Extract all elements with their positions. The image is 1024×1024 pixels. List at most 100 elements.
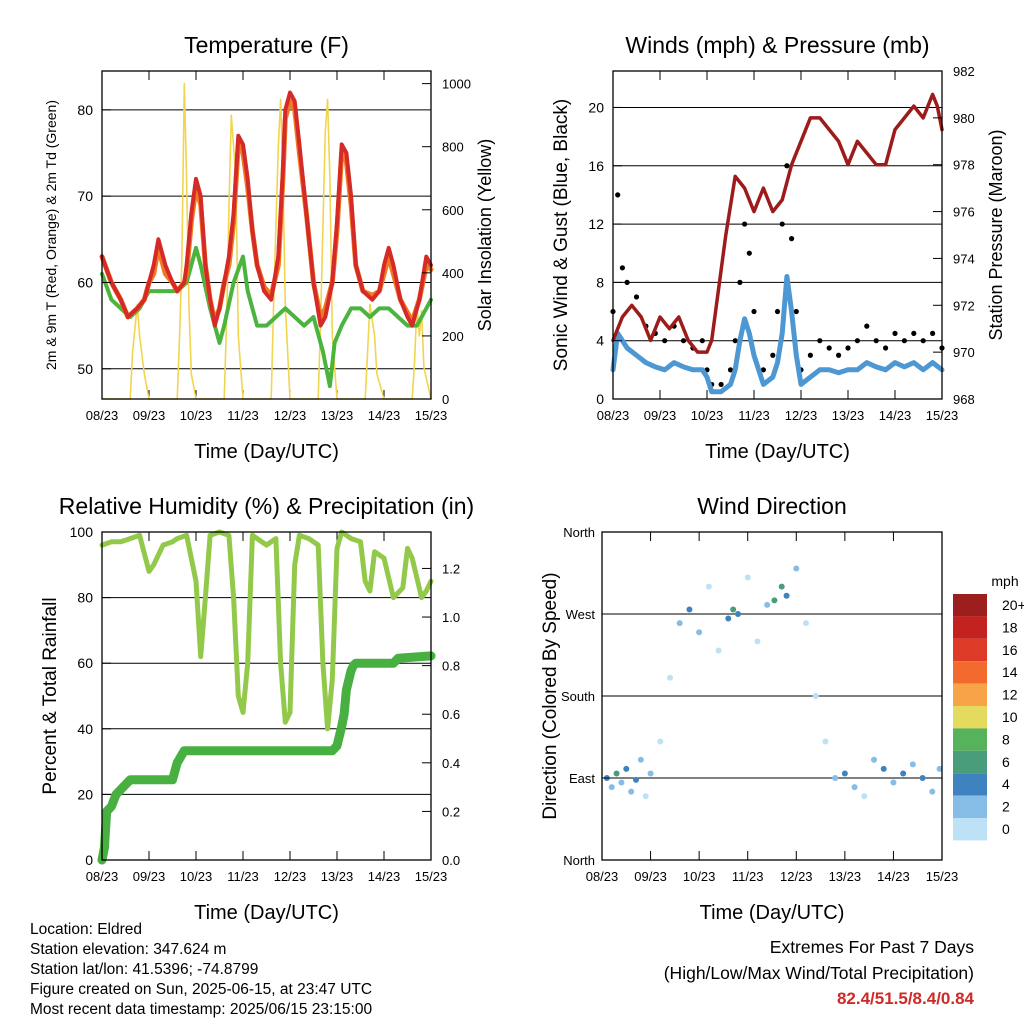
y-tick-label: 20: [77, 786, 93, 802]
x-tick-label: 10/23: [180, 408, 213, 423]
x-tick-label: 14/23: [877, 869, 910, 884]
x-tick-label: 09/23: [133, 408, 166, 423]
x-tick-label: 08/23: [86, 408, 119, 423]
y-tick-label: 80: [77, 102, 93, 118]
x-tick-label: 11/23: [738, 408, 770, 423]
wind-direction-point: [647, 770, 654, 777]
recent-data-text: Most recent data timestamp: 2025/06/15 2…: [30, 1001, 373, 1018]
colorbar-swatch: [953, 750, 987, 774]
gust-point: [883, 345, 889, 351]
direction-tick-label: West: [566, 607, 596, 622]
x-tick-label: 08/23: [586, 869, 619, 884]
gust-point: [901, 338, 908, 344]
plot-frame: [612, 70, 943, 400]
gust-point: [746, 250, 752, 256]
gust-point: [854, 338, 861, 344]
x-tick-label: 10/23: [691, 408, 724, 423]
x-tick-label: 08/23: [597, 408, 630, 423]
wind-direction-point: [696, 629, 703, 636]
y-axis-right-label: Solar Insolation (Yellow): [475, 139, 495, 331]
gust-point: [873, 338, 879, 344]
wind-direction-point: [832, 775, 839, 781]
y-tick-label: 8: [596, 274, 604, 290]
gust-point: [624, 279, 630, 285]
wind-direction-point: [657, 738, 664, 745]
wind-direction-point: [909, 761, 916, 768]
x-tick-label: 12/23: [274, 869, 307, 884]
wind-direction-panel: Wind Direction Time (Day/UTC) Direction (C…: [540, 493, 1024, 924]
y-right-tick-label: 978: [953, 158, 975, 173]
y-right-tick-label: 0.2: [442, 804, 460, 819]
gust-point: [615, 192, 621, 198]
colorbar-swatch: [953, 706, 987, 729]
x-tick-label: 13/23: [832, 408, 865, 423]
x-tick-label: 14/23: [368, 408, 401, 423]
latlon-text: Station lat/lon: 41.5396; -74.8799: [30, 961, 259, 978]
x-tick-label: 15/23: [415, 869, 448, 884]
wind-direction-point: [812, 693, 819, 699]
x-tick-label: 09/23: [644, 408, 677, 423]
gust-point: [727, 367, 734, 373]
y-right-tick-label: 800: [442, 140, 464, 155]
temperature-panel: Temperature (F) Time (Day/UTC) 2m & 9m T (…: [43, 32, 495, 463]
x-axis-label: Time (Day/UTC): [700, 902, 845, 924]
plot-frame: [601, 531, 943, 861]
gust-point: [718, 381, 724, 388]
x-tick-label: 11/23: [227, 869, 259, 884]
y-right-tick-label: 972: [953, 298, 975, 313]
y-right-tick-label: 200: [442, 329, 464, 344]
x-tick-label: 08/23: [86, 869, 119, 884]
extremes-subheading: (High/Low/Max Wind/Total Precipitation): [663, 963, 974, 983]
wind-direction-point: [841, 770, 848, 777]
wind-direction-point: [803, 620, 809, 627]
colorbar-label: 14: [1002, 664, 1018, 680]
direction-tick-label: North: [563, 525, 595, 540]
gust-point: [760, 367, 767, 373]
wind-direction-point: [822, 738, 829, 745]
extremes-summary: Extremes For Past 7 Days (High/Low/Max W…: [664, 934, 974, 1012]
extremes-values: 82.4/51.5/8.4/0.84: [836, 989, 974, 1008]
wind-direction-point: [686, 606, 693, 613]
gust-point: [817, 338, 823, 344]
colorbar-swatch: [953, 773, 987, 796]
wind-direction-point: [793, 565, 800, 572]
x-tick-label: 10/23: [683, 869, 716, 884]
winds-pressure-panel: Winds (mph) & Pressure (mb) Time (Day/UTC…: [551, 32, 1006, 463]
y-right-tick-label: 0.4: [442, 756, 460, 771]
gust-point: [845, 345, 851, 351]
wind-direction-point: [613, 770, 620, 777]
location-text: Location: Eldred: [30, 921, 143, 938]
gust-point: [826, 345, 832, 351]
wind-direction-point: [900, 770, 907, 777]
colorbar-label: 0: [1002, 821, 1010, 837]
humidity-precipitation-panel: Relative Humidity (%) & Precipitation (i…: [40, 493, 474, 924]
gust-point: [732, 338, 738, 344]
gust-point: [633, 294, 640, 300]
y-tick-label: 0: [596, 391, 604, 407]
wind-direction-point: [633, 776, 639, 783]
colorbar-label: 2: [1002, 799, 1010, 815]
x-tick-label: 15/23: [415, 408, 448, 423]
colorbar-label: 18: [1002, 619, 1018, 635]
colorbar-swatch: [953, 728, 987, 751]
station-pressure-line: [611, 92, 944, 354]
wind-direction-point: [725, 615, 732, 622]
y-axis-right-label: Station Pressure (Maroon): [986, 129, 1006, 340]
direction-tick-label: North: [563, 853, 595, 868]
station-info-footer: Location: Eldred Station elevation: 347.…: [30, 920, 372, 1020]
wind-direction-point: [637, 756, 644, 763]
wind-direction-point: [919, 775, 926, 781]
y-right-tick-label: 0.0: [442, 853, 460, 868]
y-tick-label: 20: [588, 99, 604, 115]
wind-direction-point: [754, 638, 761, 645]
colorbar-swatch: [953, 795, 987, 818]
y-right-tick-label: 0.6: [442, 707, 460, 722]
wind-direction-point: [783, 592, 790, 599]
colorbar-label: 20+: [1002, 597, 1024, 613]
colorbar-swatch: [953, 818, 987, 841]
y-right-tick-label: 968: [953, 392, 975, 407]
y-axis-label: Percent & Total Rainfall: [40, 597, 61, 794]
x-tick-label: 13/23: [829, 869, 862, 884]
wind-direction-point: [851, 784, 858, 791]
